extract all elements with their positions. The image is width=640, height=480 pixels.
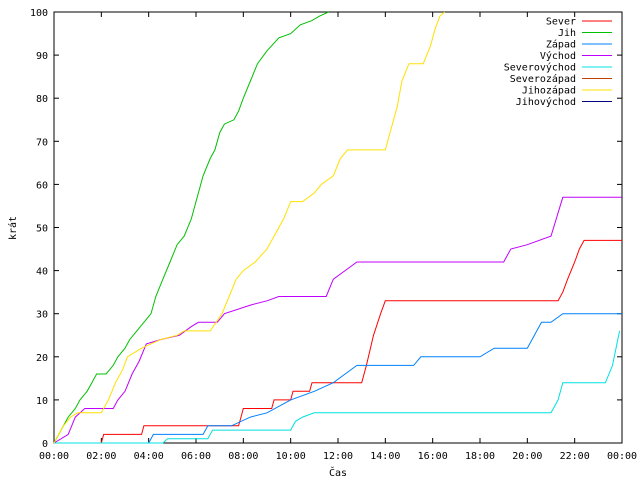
legend: SeverJihZápadVýchodSeverovýchodSeverozáp… bbox=[504, 17, 612, 108]
x-tick-label: 08:00 bbox=[228, 451, 258, 462]
x-tick-label: 22:00 bbox=[560, 451, 590, 462]
y-tick-label: 60 bbox=[36, 180, 48, 191]
x-tick-label: 06:00 bbox=[181, 451, 211, 462]
x-tick-label: 12:00 bbox=[323, 451, 353, 462]
axis-ticks: 0 10 20 30 40 50 60 70 80 90 100 00:00 02:00 04:00 06:… bbox=[30, 8, 637, 462]
x-tick-label: 20:00 bbox=[512, 451, 542, 462]
y-tick-label: 40 bbox=[36, 267, 48, 278]
y-tick-label: 30 bbox=[36, 310, 48, 321]
series-line bbox=[53, 196, 622, 444]
legend-label: Jih bbox=[558, 28, 576, 39]
y-tick-label: 70 bbox=[36, 137, 48, 148]
y-tick-label: 100 bbox=[30, 8, 48, 19]
legend-label: Jihozápad bbox=[522, 85, 576, 97]
legend-label: Severovýchod bbox=[504, 62, 576, 74]
x-tick-label: 18:00 bbox=[465, 451, 495, 462]
x-tick-label: 00:00 bbox=[39, 451, 69, 462]
x-axis-label: Čas bbox=[329, 466, 347, 479]
legend-label: Východ bbox=[540, 50, 576, 62]
series-line bbox=[53, 11, 329, 444]
legend-label: Sever bbox=[546, 17, 576, 28]
series-line bbox=[53, 11, 445, 444]
x-tick-label: 04:00 bbox=[134, 451, 164, 462]
legend-label: Severozápad bbox=[510, 73, 576, 85]
y-tick-label: 80 bbox=[36, 94, 48, 105]
y-tick-label: 0 bbox=[42, 439, 48, 450]
y-tick-label: 10 bbox=[36, 396, 48, 407]
series-line bbox=[54, 330, 621, 444]
x-tick-label: 00:00 bbox=[607, 451, 637, 462]
legend-label: Západ bbox=[546, 39, 576, 51]
series-line bbox=[54, 313, 622, 444]
x-tick-label: 14:00 bbox=[370, 451, 400, 462]
y-tick-label: 90 bbox=[36, 51, 48, 62]
data-series bbox=[53, 11, 622, 444]
y-tick-label: 50 bbox=[36, 224, 48, 235]
x-tick-label: 10:00 bbox=[276, 451, 306, 462]
legend-label: Jihovýchod bbox=[516, 96, 576, 108]
x-tick-label: 16:00 bbox=[418, 451, 448, 462]
x-tick-label: 02:00 bbox=[86, 451, 116, 462]
y-tick-label: 20 bbox=[36, 353, 48, 364]
y-axis-label: krát bbox=[7, 216, 19, 240]
